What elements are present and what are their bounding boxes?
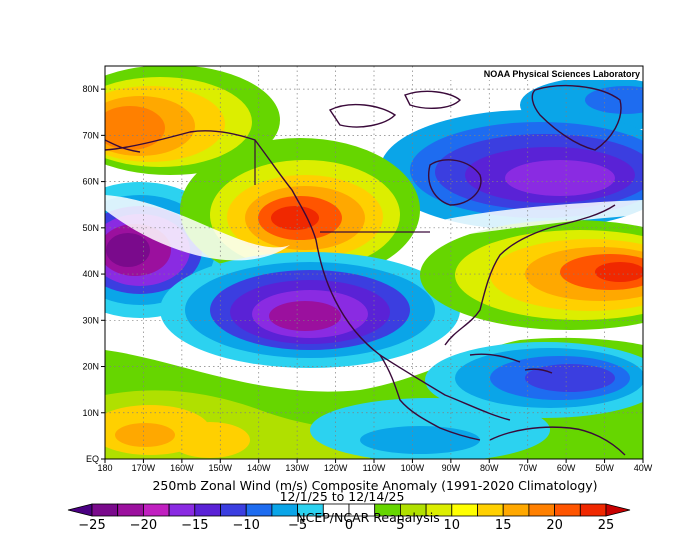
lon-tick-label: 50W [595, 463, 614, 473]
lon-tick-label: 100W [401, 463, 425, 473]
colorbar-tick-label: 20 [546, 518, 563, 533]
lat-tick-label: EQ [86, 454, 99, 464]
credit-box [425, 66, 643, 80]
east-pacific-negative-anomaly [160, 252, 460, 368]
lon-tick-label: 80W [480, 463, 499, 473]
colorbar-segment [194, 503, 221, 517]
lon-tick-label: 180 [97, 463, 112, 473]
colorbar-segment [91, 503, 119, 517]
colorbar-segment [502, 503, 530, 517]
coastlines [105, 85, 626, 456]
lon-tick-label: 140W [247, 463, 271, 473]
lon-tick-label: 170W [132, 463, 156, 473]
colorbar-segment [271, 503, 298, 517]
colorbar-tick-label: 10 [444, 518, 461, 533]
colorbar-segment [142, 503, 170, 517]
lat-tick-label: 50N [82, 223, 99, 233]
colorbar-tick-label: −25 [78, 518, 105, 533]
anomaly-field [105, 66, 643, 459]
lat-tick-label: 70N [82, 130, 99, 140]
lat-tick-label: 10N [82, 408, 99, 418]
colorbar [67, 503, 631, 517]
lon-axis: 180 170W 160W 150W 140W 130W 120W 110W 100W 90W 80… [97, 459, 653, 473]
colorbar-tick-label: −10 [232, 518, 259, 533]
colorbar-segment [528, 503, 556, 517]
colorbar-segment [554, 503, 581, 517]
data-source: NCEP/NCAR Reanalysis [296, 510, 439, 525]
lon-tick-label: 40W [634, 463, 653, 473]
colorbar-tick-label: −20 [130, 518, 157, 533]
colorbar-segment [117, 503, 144, 517]
lon-tick-label: 120W [324, 463, 348, 473]
colorbar-tick-label: 5 [396, 518, 404, 533]
map-dates: 12/1/25 to 12/14/25 [280, 489, 405, 504]
colorbar-tick-label: 0 [345, 518, 353, 533]
arctic-positive-anomaly [105, 66, 280, 175]
lon-tick-label: 70W [518, 463, 537, 473]
colorbar-tick-label: 15 [495, 518, 512, 533]
canada-negative-anomaly [380, 110, 643, 230]
lat-tick-label: 80N [82, 84, 99, 94]
colorbar-tick-label: −15 [181, 518, 208, 533]
colorbar-segment [477, 503, 504, 517]
lon-tick-label: 90W [442, 463, 461, 473]
colorbar-segment [451, 503, 478, 517]
colorbar-segment [220, 503, 247, 517]
credit-text: NOAA Physical Sciences Laboratory [484, 69, 640, 79]
colorbar-right-arrow [605, 503, 631, 517]
lat-tick-label: 30N [82, 315, 99, 325]
lon-tick-label: 130W [285, 463, 309, 473]
lat-tick-label: 40N [82, 269, 99, 279]
lon-tick-label: 60W [557, 463, 576, 473]
caribbean-negative-anomaly [310, 342, 643, 459]
lat-tick-label: 20N [82, 362, 99, 372]
lon-tick-label: 160W [170, 463, 194, 473]
map-title: 250mb Zonal Wind (m/s) Composite Anomaly… [152, 478, 597, 493]
lon-tick-label: 150W [209, 463, 233, 473]
lat-tick-label: 60N [82, 177, 99, 187]
lat-axis: 80N 70N 60N 50N 40N 30N 20N 10N EQ [82, 84, 105, 464]
colorbar-left-arrow [67, 503, 93, 517]
colorbar-tick-labels: −25 −20 −15 −10 −5 0 5 10 15 20 25 [78, 518, 614, 533]
lon-tick-label: 110W [363, 463, 386, 473]
colorbar-segment [168, 503, 196, 517]
colorbar-segment [245, 503, 273, 517]
colorbar-tick-label: −5 [288, 518, 307, 533]
colorbar-segment [579, 503, 607, 517]
colorbar-tick-label: 25 [598, 518, 615, 533]
